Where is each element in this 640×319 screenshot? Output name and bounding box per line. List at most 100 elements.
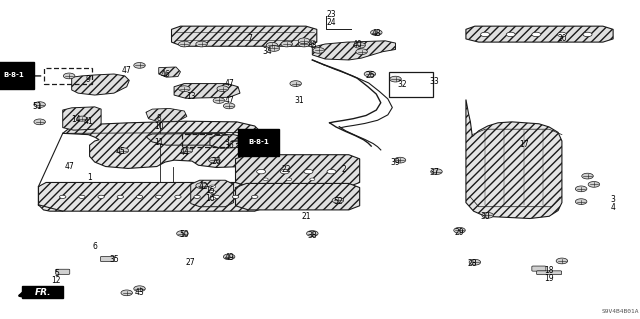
Text: 48: 48 [371, 29, 381, 38]
Text: 44: 44 [179, 148, 189, 157]
Text: 8: 8 [156, 114, 161, 123]
Text: 21: 21 [301, 212, 310, 221]
Circle shape [482, 212, 493, 218]
Circle shape [134, 63, 145, 68]
Circle shape [287, 178, 292, 181]
Circle shape [98, 195, 104, 198]
Circle shape [281, 41, 292, 47]
Polygon shape [210, 135, 248, 148]
Circle shape [532, 32, 541, 37]
Circle shape [232, 195, 239, 198]
Circle shape [117, 195, 124, 198]
Polygon shape [146, 108, 187, 122]
Text: 14: 14 [70, 115, 81, 124]
Text: 7: 7 [247, 34, 252, 43]
Text: 47: 47 [122, 66, 132, 75]
Text: 9: 9 [86, 75, 91, 84]
Text: 39: 39 [390, 158, 401, 167]
Circle shape [431, 169, 442, 174]
Text: 25: 25 [365, 71, 375, 80]
Text: 27: 27 [186, 258, 196, 267]
Text: 40: 40 [352, 40, 362, 48]
Text: 15: 15 [205, 186, 215, 195]
Text: 49: 49 [224, 253, 234, 262]
Circle shape [582, 173, 593, 179]
Circle shape [266, 42, 278, 48]
Circle shape [121, 290, 132, 296]
Circle shape [223, 103, 235, 109]
Circle shape [481, 32, 490, 37]
Text: 22: 22 [282, 165, 291, 174]
Circle shape [263, 178, 268, 181]
Polygon shape [146, 133, 238, 145]
Circle shape [79, 195, 85, 198]
Circle shape [298, 41, 310, 47]
Text: 24: 24 [326, 18, 337, 27]
Text: 45: 45 [115, 147, 125, 156]
FancyBboxPatch shape [532, 266, 546, 271]
Circle shape [356, 49, 367, 55]
Circle shape [209, 197, 216, 200]
FancyBboxPatch shape [56, 269, 70, 274]
Polygon shape [38, 182, 261, 211]
Circle shape [209, 157, 220, 163]
Text: 51: 51 [32, 102, 42, 111]
Circle shape [506, 32, 515, 37]
Circle shape [223, 254, 235, 260]
Text: 33: 33 [429, 77, 439, 86]
Circle shape [575, 199, 587, 204]
Circle shape [313, 48, 324, 53]
Text: 50: 50 [179, 230, 189, 239]
Circle shape [77, 116, 87, 121]
Circle shape [454, 227, 465, 233]
Circle shape [556, 258, 568, 264]
Text: 37: 37 [429, 168, 439, 177]
Text: S9V4B4B01A: S9V4B4B01A [601, 309, 639, 314]
Circle shape [213, 195, 220, 198]
Circle shape [117, 148, 129, 153]
Text: 47: 47 [224, 96, 234, 105]
Text: 5: 5 [54, 269, 59, 278]
Text: 23: 23 [326, 10, 337, 19]
Text: 47: 47 [224, 79, 234, 88]
Text: 10: 10 [154, 122, 164, 130]
Circle shape [181, 148, 193, 153]
FancyBboxPatch shape [536, 271, 562, 275]
Circle shape [290, 81, 301, 86]
Text: 13: 13 [186, 92, 196, 101]
Text: 38: 38 [307, 231, 317, 240]
Circle shape [354, 42, 365, 48]
Circle shape [364, 71, 376, 77]
Circle shape [179, 86, 190, 92]
Circle shape [588, 182, 600, 187]
Polygon shape [466, 100, 562, 219]
Polygon shape [72, 74, 129, 95]
Text: FR.: FR. [35, 288, 52, 297]
Circle shape [179, 41, 190, 47]
Circle shape [209, 185, 216, 188]
Circle shape [60, 195, 66, 198]
Circle shape [557, 32, 566, 37]
Text: 11: 11 [154, 138, 163, 147]
Text: 18: 18 [545, 266, 554, 275]
Text: 42: 42 [198, 182, 209, 191]
Polygon shape [236, 155, 360, 187]
Circle shape [175, 195, 181, 198]
Polygon shape [312, 41, 396, 60]
Circle shape [304, 169, 313, 174]
Polygon shape [174, 84, 240, 98]
Polygon shape [466, 26, 613, 42]
Text: 36: 36 [224, 141, 234, 150]
Text: 48: 48 [307, 41, 317, 50]
Circle shape [213, 98, 225, 103]
Text: 20: 20 [557, 34, 567, 43]
Polygon shape [191, 180, 234, 207]
Circle shape [327, 169, 336, 174]
FancyBboxPatch shape [22, 286, 63, 298]
Circle shape [298, 38, 310, 44]
Text: 35: 35 [109, 256, 119, 264]
Circle shape [310, 178, 315, 181]
FancyBboxPatch shape [100, 256, 115, 262]
Circle shape [194, 195, 200, 198]
Circle shape [209, 190, 216, 194]
